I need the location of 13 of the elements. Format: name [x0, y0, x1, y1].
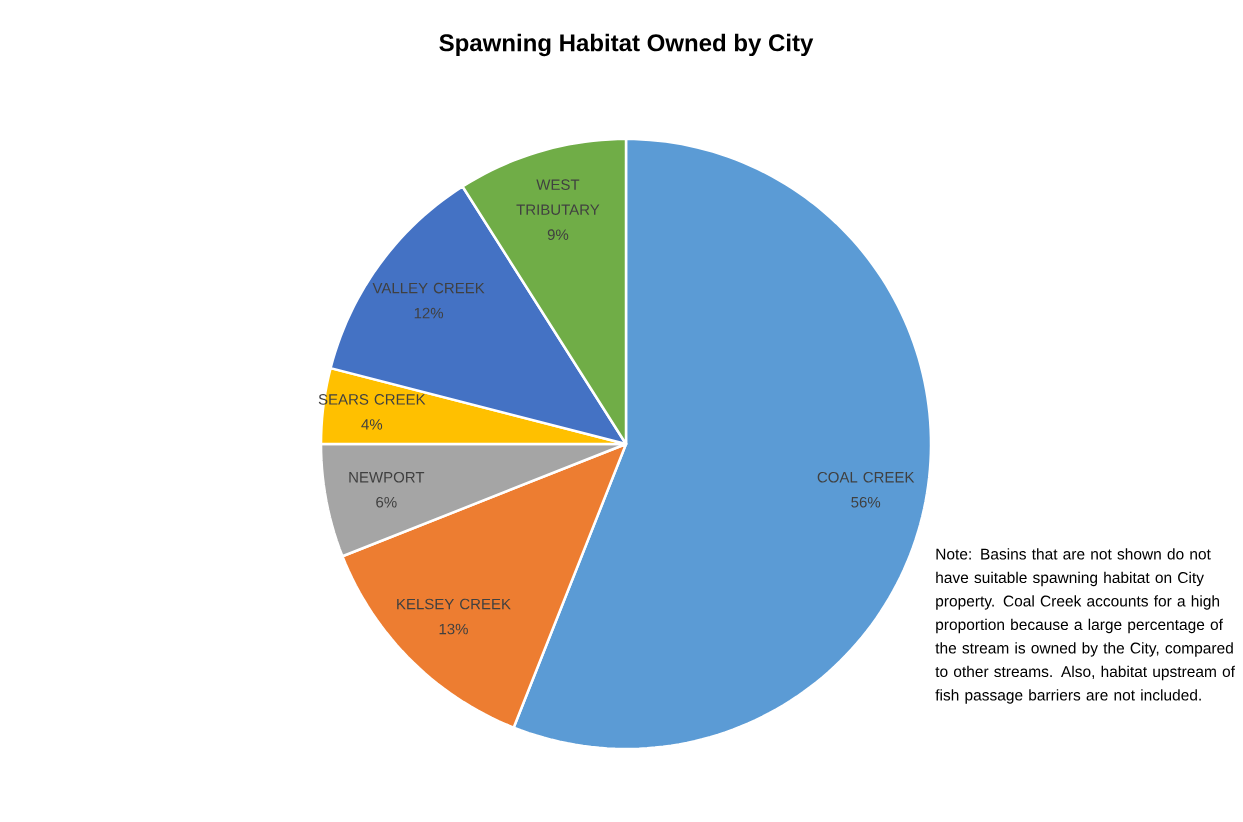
chart-title: Spawning Habitat Owned by City — [439, 33, 814, 57]
slice-label: COAL CREEK — [817, 471, 915, 483]
data-label: 9% — [547, 229, 569, 240]
slice-label: NEWPORT — [349, 471, 425, 483]
slice-label: VALLEY CREEK — [372, 282, 485, 294]
text: Note: Basins that are not shown do not have suitable spawning habitat on City property. Coal Creek accounts for a high proportion because a large percentage of the stream is owned by the City, compared to other streams. Also, habitat upstream of fish passage barriers are not included. — [935, 548, 1235, 704]
slice-label: WEST TRIBUTARY — [516, 179, 600, 215]
data-label: 56% — [851, 496, 881, 508]
data-label: 6% — [376, 496, 397, 508]
data-label: 13% — [439, 623, 468, 635]
data-label: 12% — [414, 307, 444, 319]
slice-label: KELSEY CREEK — [397, 598, 511, 610]
data-label: 4% — [361, 419, 383, 430]
